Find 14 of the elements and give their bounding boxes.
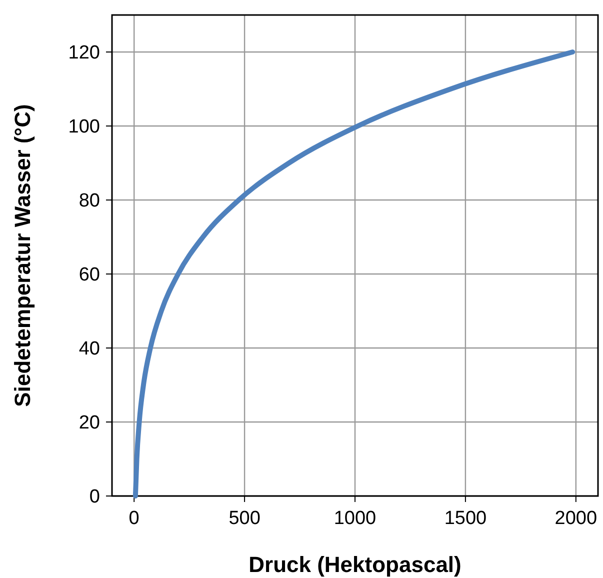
x-tick-label: 500: [228, 508, 260, 529]
x-tick-label: 2000: [554, 508, 598, 529]
x-tick-label: 1000: [334, 508, 376, 529]
x-tick-label: 0: [128, 508, 140, 529]
y-tick-label: 120: [68, 42, 100, 64]
y-tick-label: 60: [78, 264, 100, 286]
y-tick-label: 40: [78, 338, 100, 360]
y-tick-label: 100: [68, 116, 100, 138]
y-tick-label: 80: [78, 190, 100, 212]
y-tick-label: 0: [89, 486, 100, 508]
x-axis-title: Druck (Hektopascal): [248, 552, 462, 577]
y-tick-label: 20: [78, 412, 100, 434]
x-tick-label: 1500: [444, 508, 487, 529]
y-axis-title: Siedetemperatur Wasser (°C): [10, 104, 35, 407]
